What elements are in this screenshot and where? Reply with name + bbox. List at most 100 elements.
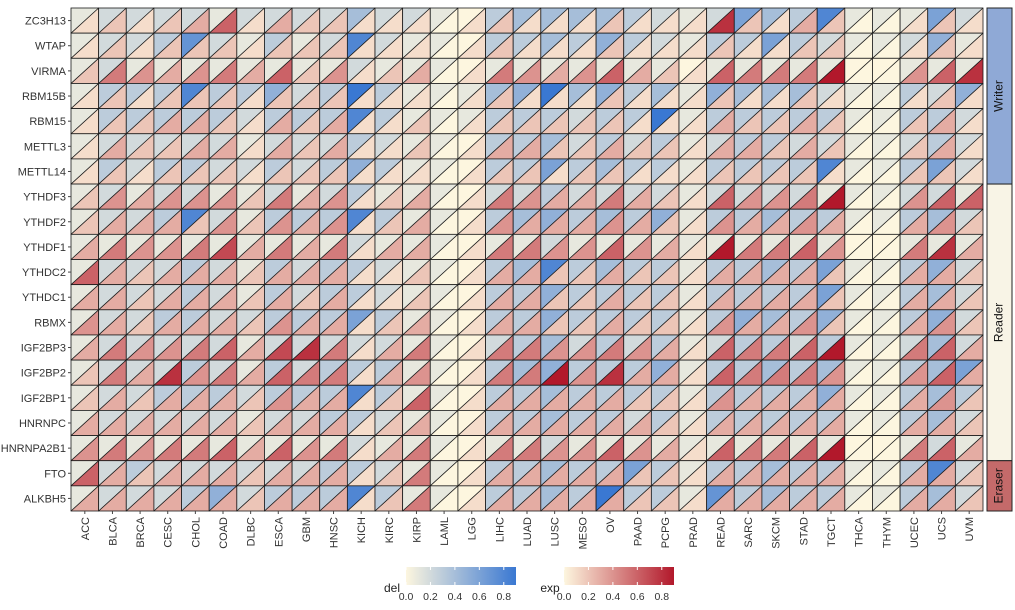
cell-diagonal xyxy=(347,58,376,84)
cell-diagonal xyxy=(844,234,873,260)
cell-diagonal xyxy=(153,334,182,361)
cell-diagonal xyxy=(485,208,514,235)
cell-diagonal xyxy=(568,284,597,311)
cell-diagonal xyxy=(153,183,182,210)
cell-diagonal xyxy=(651,485,680,512)
cancer-label-LAML: LAML xyxy=(439,517,451,546)
cell-diagonal xyxy=(208,485,238,512)
cell-diagonal xyxy=(430,435,459,461)
cell-diagonal xyxy=(70,7,99,34)
cell-diagonal xyxy=(623,259,652,285)
cell-diagonal xyxy=(291,485,320,512)
cell-diagonal xyxy=(595,384,624,411)
cell-diagonal xyxy=(651,208,680,235)
cell-diagonal xyxy=(430,259,459,285)
cancer-label-UCEC: UCEC xyxy=(909,517,921,548)
cell-diagonal xyxy=(678,108,707,135)
cell-diagonal xyxy=(844,485,873,512)
cell-diagonal xyxy=(816,435,846,461)
cell-diagonal xyxy=(291,208,320,235)
cell-diagonal xyxy=(540,284,569,311)
legend-exp-tick-label: 0.4 xyxy=(606,591,621,603)
gene-label-WTAP: WTAP xyxy=(35,41,66,53)
cell-diagonal xyxy=(236,158,265,185)
cell-diagonal xyxy=(126,108,155,135)
cell-diagonal xyxy=(899,334,928,361)
cancer-label-CESC: CESC xyxy=(163,517,175,548)
cell-diagonal xyxy=(347,334,376,361)
cell-diagonal xyxy=(319,359,348,386)
cell-diagonal xyxy=(761,108,790,135)
cell-diagonal xyxy=(816,58,846,84)
gene-label-FTO: FTO xyxy=(44,468,66,480)
cell-diagonal xyxy=(706,384,735,411)
cell-diagonal xyxy=(651,158,680,185)
cell-diagonal xyxy=(623,410,652,436)
cell-diagonal xyxy=(457,234,486,260)
cell-diagonal xyxy=(181,108,210,135)
cell-diagonal xyxy=(126,359,155,386)
cancer-label-SARC: SARC xyxy=(743,517,755,548)
cell-diagonal xyxy=(430,284,459,311)
cell-diagonal xyxy=(347,359,376,386)
cell-diagonal xyxy=(927,7,956,34)
cancer-label-GBM: GBM xyxy=(301,517,313,542)
cell-diagonal xyxy=(844,359,873,386)
cell-diagonal xyxy=(955,83,984,109)
cell-diagonal xyxy=(899,435,928,461)
cell-diagonal xyxy=(512,208,542,235)
cell-diagonal xyxy=(512,435,542,461)
cell-diagonal xyxy=(264,309,293,336)
cell-diagonal xyxy=(181,384,210,411)
cell-diagonal xyxy=(347,309,376,336)
cell-diagonal xyxy=(457,32,486,59)
gene-label-METTL14: METTL14 xyxy=(18,166,66,178)
cell-diagonal xyxy=(430,234,459,260)
cell-diagonal xyxy=(734,485,763,512)
strip-reader xyxy=(986,183,1013,462)
gene-label-YTHDC1: YTHDC1 xyxy=(22,292,66,304)
cell-diagonal xyxy=(706,183,735,210)
cell-diagonal xyxy=(872,108,901,135)
cell-diagonal xyxy=(264,183,293,210)
cell-diagonal xyxy=(540,32,569,59)
cell-diagonal xyxy=(927,384,956,411)
cell-diagonal xyxy=(291,259,320,285)
cell-diagonal xyxy=(319,259,348,285)
cell-diagonal xyxy=(623,460,652,487)
cell-diagonal xyxy=(430,183,459,210)
cell-diagonal xyxy=(457,410,486,436)
cancer-axis-labels: ACC BLCA BRCA CESC CHOL COAD DLBC ESCA GBM HNSC KI… xyxy=(80,511,976,549)
cell-diagonal xyxy=(208,58,238,84)
cell-diagonal xyxy=(678,183,707,210)
cell-diagonal xyxy=(181,32,210,59)
cell-diagonal xyxy=(98,435,127,461)
cell-diagonal xyxy=(734,7,763,34)
cell-diagonal xyxy=(70,83,99,109)
cell-diagonal xyxy=(955,133,984,160)
cell-diagonal xyxy=(512,259,542,285)
cell-diagonal xyxy=(347,158,376,185)
cell-diagonal xyxy=(208,7,238,34)
cell-diagonal xyxy=(651,234,680,260)
cell-diagonal xyxy=(678,7,707,34)
cell-diagonal xyxy=(955,208,984,235)
cancer-label-KIRP: KIRP xyxy=(411,517,423,543)
cancer-label-ESCA: ESCA xyxy=(273,516,285,547)
cell-diagonal xyxy=(595,359,624,386)
cell-diagonal xyxy=(872,435,901,461)
cell-diagonal xyxy=(789,435,818,461)
cell-diagonal xyxy=(816,460,846,487)
cell-diagonal xyxy=(430,58,459,84)
cell-diagonal xyxy=(899,83,928,109)
cell-diagonal xyxy=(927,334,956,361)
cell-diagonal xyxy=(485,158,514,185)
cell-diagonal xyxy=(761,83,790,109)
cell-diagonal xyxy=(208,309,238,336)
cancer-label-TGCT: TGCT xyxy=(826,517,838,547)
cell-diagonal xyxy=(540,460,569,487)
group-strips: Writer Reader Eraser xyxy=(986,7,1013,512)
cell-diagonal xyxy=(347,108,376,135)
cell-diagonal xyxy=(927,410,956,436)
cell-diagonal xyxy=(844,334,873,361)
